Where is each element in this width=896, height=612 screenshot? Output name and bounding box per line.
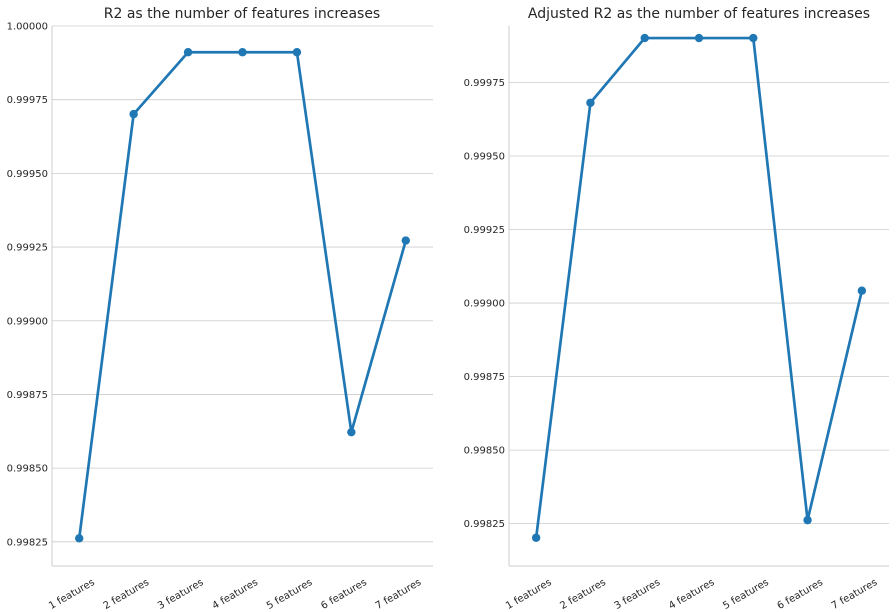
x-tick-label: 3 features [613, 577, 663, 612]
x-tick-label: 5 features [721, 577, 771, 612]
r2-chart-panel: R2 as the number of features increases 0… [7, 6, 433, 612]
data-point [803, 515, 812, 525]
x-tick-label: 4 features [667, 577, 717, 612]
series-line [77, 50, 408, 540]
data-point [75, 534, 84, 543]
x-tick-label: 7 features [374, 577, 424, 612]
x-tick-label: 3 features [156, 577, 206, 612]
y-tick-label: 0.99900 [7, 316, 48, 327]
x-tick-label: 6 features [319, 577, 369, 612]
y-tick-label: 0.99875 [464, 372, 505, 383]
series-line [534, 36, 864, 540]
y-tick-label: 0.99875 [7, 390, 48, 401]
data-point [694, 33, 704, 43]
x-tick-label: 5 features [265, 577, 315, 612]
y-tick-label: 0.99975 [464, 78, 505, 89]
data-point [531, 533, 541, 542]
data-point [857, 286, 867, 295]
y-tick-label: 0.99950 [7, 169, 48, 180]
y-tick-label: 1.00000 [7, 22, 48, 33]
y-tick-label: 0.99975 [7, 95, 48, 106]
y-tick-label: 0.99900 [464, 299, 505, 310]
y-tick-label: 0.99825 [464, 519, 505, 530]
x-tick-label: 1 features [504, 577, 554, 612]
adjusted-r2-chart-panel: Adjusted R2 as the number of features in… [464, 6, 889, 612]
x-tick-label: 2 features [558, 577, 608, 612]
y-tick-label: 0.99950 [464, 152, 505, 163]
data-point [640, 33, 649, 43]
data-point [401, 236, 410, 245]
data-point [183, 48, 193, 57]
x-tick-label: 4 features [210, 577, 260, 612]
data-point [749, 33, 758, 43]
x-tick-label: 6 features [776, 577, 826, 612]
data-point [129, 109, 138, 119]
x-tick-label: 2 features [102, 577, 152, 612]
y-tick-label: 0.99825 [7, 537, 48, 548]
x-tick-label: 7 features [830, 577, 880, 612]
x-tick-label: 1 features [47, 577, 97, 612]
y-tick-label: 0.99850 [464, 446, 505, 457]
data-point [292, 48, 302, 57]
data-point [238, 48, 247, 57]
chart-title: Adjusted R2 as the number of features in… [528, 6, 870, 22]
data-point [586, 98, 595, 107]
y-tick-label: 0.99925 [7, 243, 48, 254]
data-point [347, 427, 356, 437]
y-tick-label: 0.99850 [7, 464, 48, 475]
y-tick-label: 0.99925 [464, 225, 505, 236]
chart-title: R2 as the number of features increases [104, 6, 380, 22]
